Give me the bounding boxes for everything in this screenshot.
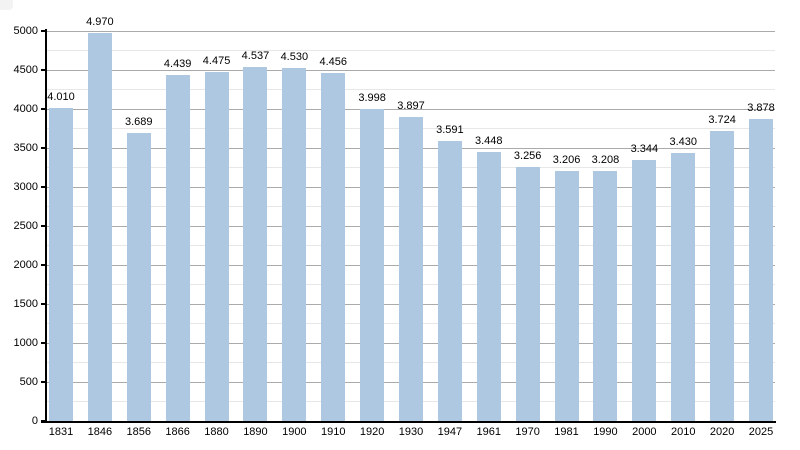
y-tick-label: 500	[19, 376, 38, 388]
bar-value-label: 3.208	[591, 153, 620, 166]
y-axis-line	[45, 29, 47, 423]
bar-value-label: 3.256	[513, 150, 542, 163]
bar-value-label: 4.439	[163, 57, 192, 70]
y-tick-mark	[41, 225, 47, 227]
bar-value-label: 3.448	[475, 135, 503, 148]
bar-1981	[554, 170, 579, 421]
y-tick-label: 2500	[13, 220, 38, 232]
bar-1947	[437, 140, 462, 421]
bar-1856	[126, 133, 151, 421]
y-tick-label: 5000	[13, 25, 38, 37]
x-tick-label: 1856	[126, 426, 151, 438]
bar-1900	[282, 67, 307, 421]
bar-1920	[360, 109, 385, 421]
x-tick-label: 1846	[87, 426, 113, 438]
x-tick-label: 1947	[437, 426, 463, 438]
y-tick-mark	[41, 303, 47, 305]
bar-value-label: 3.878	[747, 101, 775, 114]
y-tick-mark	[41, 30, 47, 32]
bar-1990	[593, 170, 618, 421]
bar-1880	[204, 71, 229, 421]
y-tick-mark	[41, 69, 47, 71]
y-tick-mark	[41, 381, 47, 383]
x-tick-label: 1990	[593, 426, 618, 438]
bar-2010	[671, 153, 696, 421]
x-tick-label: 1920	[359, 426, 385, 438]
bar-value-label: 4.475	[202, 54, 231, 67]
corner-artifact	[0, 0, 13, 10]
bar-1890	[243, 67, 268, 421]
bar-2020	[710, 130, 735, 421]
y-tick-label: 1500	[13, 298, 38, 310]
bar-value-label: 3.998	[358, 92, 386, 105]
y-tick-mark	[41, 342, 47, 344]
major-gridline	[47, 69, 775, 71]
x-tick-label: 1831	[48, 426, 74, 438]
x-tick-label: 2020	[709, 426, 735, 438]
x-tick-label: 1890	[243, 426, 268, 438]
bar-value-label: 3.206	[552, 153, 581, 166]
bar-1866	[165, 74, 190, 421]
bar-1846	[87, 33, 112, 421]
x-tick-label: 1900	[282, 426, 307, 438]
bar-value-label: 3.344	[630, 143, 659, 156]
x-tick-label: 1981	[554, 426, 579, 438]
bar-2000	[632, 160, 657, 421]
major-gridline	[47, 108, 775, 110]
y-tick-label: 3500	[13, 142, 38, 154]
bar-value-label: 4.010	[47, 91, 75, 104]
x-tick-label: 1961	[476, 426, 501, 438]
bar-1930	[399, 117, 423, 421]
y-tick-label: 4500	[13, 64, 38, 76]
y-tick-label: 0	[31, 415, 38, 427]
x-tick-label: 1930	[398, 426, 424, 438]
y-tick-label: 1000	[13, 337, 38, 349]
major-gridline	[47, 30, 775, 32]
x-tick-label: 2000	[632, 426, 657, 438]
x-tick-label: 1970	[515, 426, 540, 438]
bar-1961	[476, 152, 501, 421]
bar-value-label: 4.456	[319, 56, 347, 69]
bar-2025	[749, 118, 773, 421]
y-tick-label: 4000	[13, 103, 38, 115]
x-tick-label: 1866	[165, 426, 190, 438]
x-tick-label: 1880	[204, 426, 229, 438]
y-tick-mark	[41, 147, 47, 149]
y-tick-mark	[41, 264, 47, 266]
bar-value-label: 4.537	[241, 50, 270, 63]
x-axis-line	[41, 421, 776, 423]
bar-1970	[515, 167, 540, 421]
bar-value-label: 3.591	[436, 123, 464, 136]
y-tick-label: 3000	[13, 181, 38, 193]
bar-1831	[49, 108, 73, 421]
x-tick-label: 2010	[670, 426, 696, 438]
x-tick-label: 1910	[320, 426, 346, 438]
x-tick-label: 2025	[748, 426, 774, 438]
bar-value-label: 3.689	[125, 116, 153, 129]
minor-gridline	[47, 50, 775, 51]
y-tick-mark	[41, 108, 47, 110]
bar-value-label: 4.530	[280, 50, 309, 63]
y-tick-label: 2000	[13, 259, 38, 271]
bar-value-label: 4.970	[86, 16, 114, 29]
y-tick-mark	[41, 186, 47, 188]
bar-value-label: 3.897	[397, 100, 425, 113]
minor-gridline	[47, 89, 775, 90]
bar-1910	[321, 73, 346, 421]
bar-value-label: 3.430	[669, 136, 697, 149]
bar-value-label: 3.724	[708, 113, 736, 126]
